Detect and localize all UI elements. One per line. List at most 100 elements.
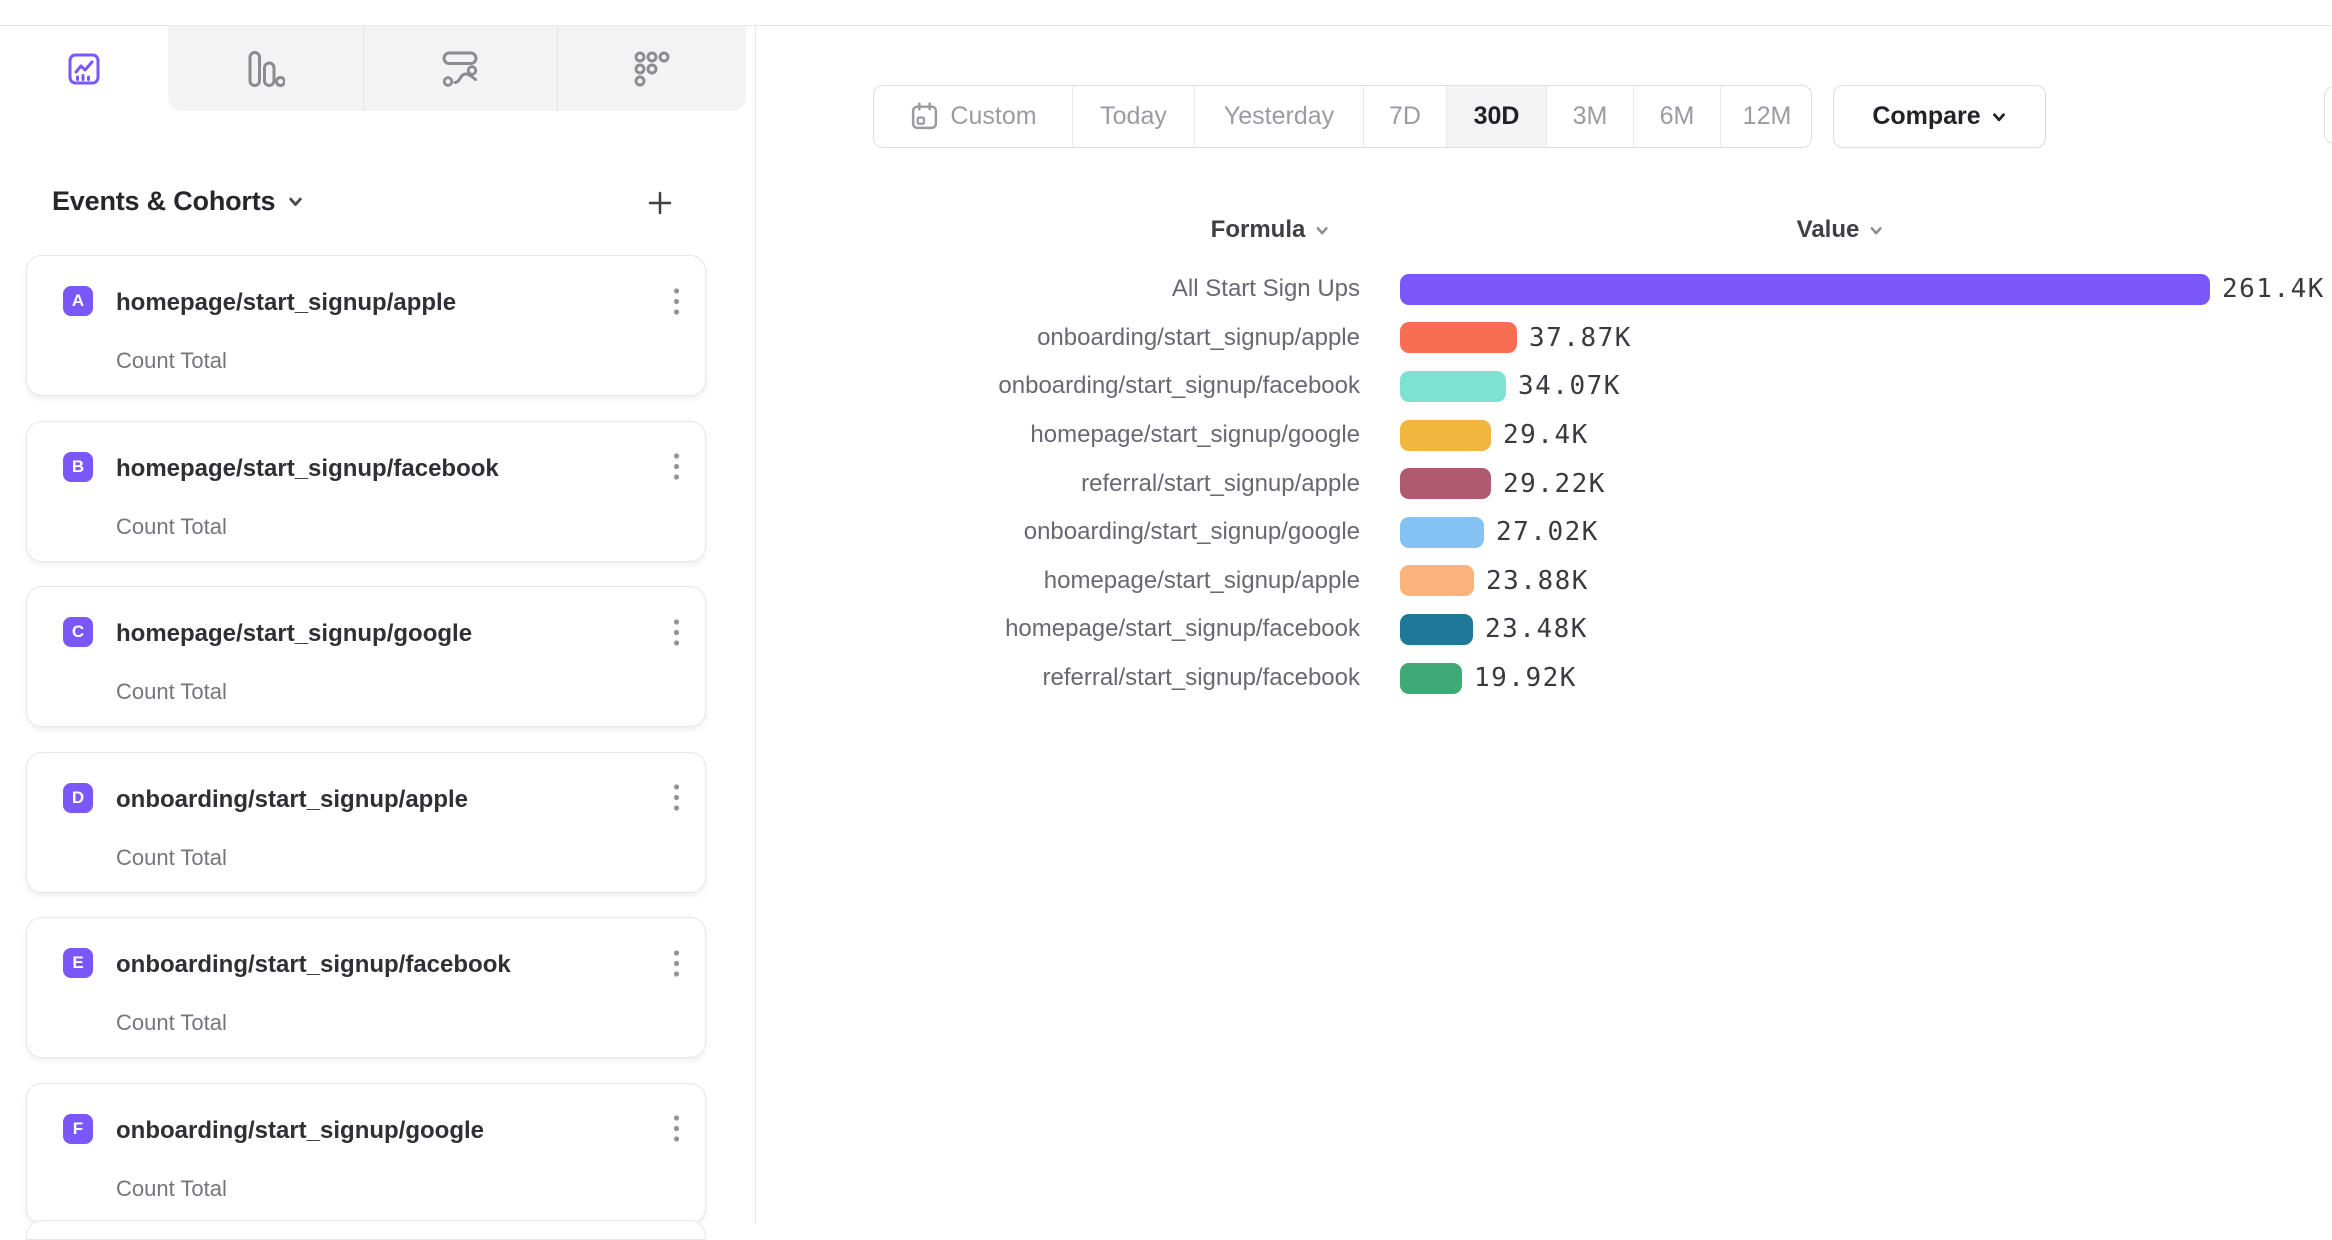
tab-bar-chart[interactable] (168, 26, 363, 111)
series-value: 19.92K (1474, 663, 1577, 694)
tab-flows[interactable] (363, 26, 557, 111)
date-range-label: 30D (1473, 102, 1520, 130)
top-border (0, 25, 2332, 26)
series-label: homepage/start_signup/google (1030, 421, 1360, 449)
kebab-menu-icon[interactable] (665, 1112, 687, 1146)
event-measurement: Count Total (116, 513, 227, 539)
kebab-menu-icon[interactable] (665, 284, 687, 318)
chart-row: onboarding/start_signup/apple 37.87K (900, 314, 2325, 363)
date-range-control: Custom Today Yesterday 7D 30D 3M 6M 12M (873, 85, 1812, 148)
compare-label: Compare (1872, 102, 1981, 130)
panel-title: Events & Cohorts (52, 186, 276, 216)
event-card[interactable]: F onboarding/start_signup/google Count T… (26, 1082, 706, 1224)
series-value: 34.07K (1518, 371, 1621, 402)
date-range-option[interactable]: 7D (1364, 86, 1447, 147)
compare-button[interactable]: Compare (1833, 85, 2046, 148)
event-measurement: Count Total (116, 679, 227, 704)
tab-separator (557, 26, 558, 111)
series-label: homepage/start_signup/apple (1043, 566, 1360, 594)
bar-chart-icon (247, 50, 285, 88)
tab-separator (363, 26, 364, 111)
series-label: onboarding/start_signup/apple (1037, 323, 1360, 351)
date-range-option[interactable]: 6M (1634, 86, 1721, 147)
event-card[interactable]: E onboarding/start_signup/facebook Count… (26, 917, 706, 1058)
date-range-option[interactable]: Custom (874, 86, 1073, 147)
tab-insights-line[interactable] (0, 26, 168, 111)
series-value: 37.87K (1529, 322, 1632, 353)
date-range-label: Yesterday (1223, 102, 1335, 130)
series-label: referral/start_signup/apple (1081, 469, 1360, 497)
event-title: homepage/start_signup/google (116, 620, 473, 647)
series-bar[interactable] (1400, 516, 1484, 548)
event-card[interactable]: B homepage/start_signup/facebook Count T… (26, 420, 706, 562)
kebab-menu-icon[interactable] (665, 946, 687, 980)
formula-column-header[interactable]: Formula (1211, 216, 1330, 244)
event-badge: A (63, 286, 93, 316)
event-card[interactable]: C homepage/start_signup/google Count Tot… (26, 586, 706, 727)
series-label: onboarding/start_signup/google (1023, 518, 1360, 546)
series-bar[interactable] (1400, 468, 1491, 500)
event-card[interactable]: D onboarding/start_signup/apple Count To… (26, 751, 706, 893)
series-value: 261.4K (2222, 274, 2325, 305)
event-badge: D (63, 782, 93, 813)
event-badge: B (63, 451, 93, 482)
event-measurement: Count Total (116, 1175, 227, 1201)
series-label: All Start Sign Ups (1171, 275, 1360, 303)
date-range-label: Today (1100, 102, 1167, 130)
chevron-down-icon (1314, 223, 1329, 238)
series-bar[interactable] (1400, 273, 2210, 305)
series-label: homepage/start_signup/facebook (1005, 615, 1360, 643)
sidebar-divider (755, 25, 756, 1224)
chart-row: onboarding/start_signup/facebook 34.07K (900, 362, 2325, 411)
horizontal-bar-chart: All Start Sign Ups 261.4K onboarding/sta… (900, 265, 2325, 702)
event-measurement: Count Total (116, 844, 227, 870)
events-cohorts-dropdown[interactable]: Events & Cohorts (52, 186, 304, 217)
kebab-menu-icon[interactable] (665, 450, 687, 484)
kebab-menu-icon[interactable] (665, 615, 687, 649)
event-title: onboarding/start_signup/facebook (116, 951, 511, 978)
event-measurement: Count Total (116, 348, 227, 373)
partial-event-card (26, 1220, 706, 1240)
date-range-option[interactable]: Today (1073, 86, 1195, 147)
event-measurement: Count Total (116, 1010, 227, 1035)
chart-row: homepage/start_signup/apple 23.88K (900, 557, 2325, 606)
tab-retention[interactable] (557, 26, 746, 111)
date-range-option[interactable]: 30D (1447, 86, 1547, 147)
chart-row: referral/start_signup/facebook 19.92K (900, 654, 2325, 703)
date-range-option[interactable]: Yesterday (1195, 86, 1364, 147)
series-label: referral/start_signup/facebook (1042, 664, 1360, 692)
series-value: 23.88K (1486, 565, 1589, 596)
event-title: onboarding/start_signup/google (116, 1116, 484, 1144)
date-range-label: 6M (1659, 102, 1695, 130)
series-bar[interactable] (1400, 419, 1491, 451)
event-title: onboarding/start_signup/apple (116, 785, 469, 813)
calendar-icon (909, 101, 940, 132)
clipped-right-button[interactable] (2324, 86, 2332, 144)
date-range-option[interactable]: 12M (1721, 86, 1811, 147)
series-bar[interactable] (1400, 370, 1506, 402)
series-bar[interactable] (1400, 565, 1474, 597)
series-bar[interactable] (1400, 322, 1517, 354)
series-bar[interactable] (1400, 613, 1473, 645)
date-range-label: Custom (950, 102, 1037, 130)
date-range-option[interactable]: 3M (1547, 86, 1634, 147)
kebab-menu-icon[interactable] (665, 781, 687, 815)
chart-row: homepage/start_signup/facebook 23.48K (900, 605, 2325, 654)
date-range-label: 12M (1742, 102, 1792, 130)
event-card[interactable]: A homepage/start_signup/apple Count Tota… (26, 255, 706, 396)
series-label: onboarding/start_signup/facebook (998, 372, 1360, 400)
add-event-button[interactable] (645, 188, 675, 218)
event-title: homepage/start_signup/apple (116, 289, 457, 316)
value-column-header[interactable]: Value (1797, 216, 1884, 244)
series-value: 23.48K (1485, 614, 1588, 645)
chevron-down-icon (287, 193, 304, 210)
chevron-down-icon (1868, 223, 1883, 238)
series-value: 27.02K (1496, 517, 1599, 548)
chart-row: All Start Sign Ups 261.4K (900, 265, 2325, 314)
event-badge: F (63, 1113, 93, 1144)
series-bar[interactable] (1400, 662, 1462, 694)
plus-icon (647, 190, 673, 216)
event-title: homepage/start_signup/facebook (116, 454, 499, 482)
event-badge: E (63, 948, 93, 978)
value-label: Value (1796, 216, 1860, 243)
